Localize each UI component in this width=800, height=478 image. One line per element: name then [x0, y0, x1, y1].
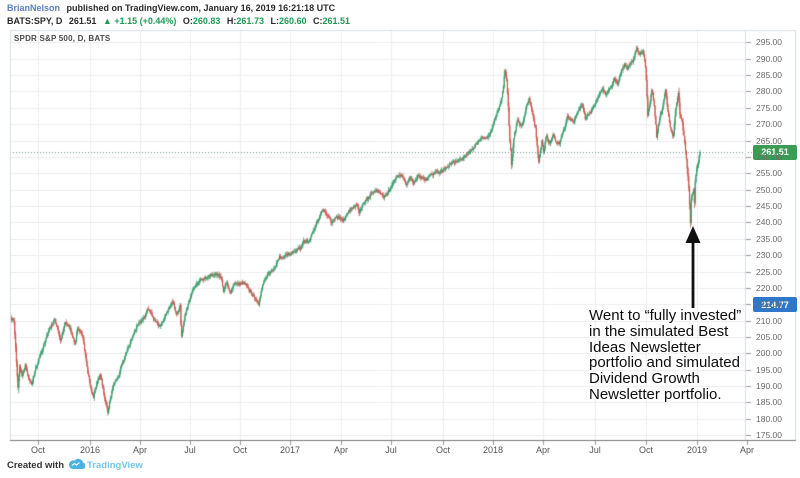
ticker-last-price: 261.51	[68, 15, 97, 26]
price-axis-label: 180.00	[756, 413, 782, 424]
time-axis-label: Apr	[333, 445, 349, 455]
annotation-line: portfolio and simulated	[589, 354, 740, 372]
created-with-text: Created with	[7, 459, 65, 471]
ohlc-open-value: 260.83	[192, 15, 221, 26]
annotation-text: Went to “fully invested” in the simulate…	[589, 308, 771, 403]
price-axis-label: 270.00	[756, 119, 782, 130]
publish-info-line: BrianNelson published on TradingView.com…	[7, 2, 350, 15]
publish-header: BrianNelson published on TradingView.com…	[7, 2, 350, 27]
price-axis-label: 200.00	[756, 348, 782, 359]
tradingview-cloud-icon	[68, 458, 86, 473]
time-axis-label: Jul	[385, 445, 397, 455]
price-axis-label: 265.00	[756, 135, 782, 146]
ohlc-close-value: 261.51	[322, 15, 351, 26]
ticker-line: BATS:SPY, D 261.51 ▲ +1.15 (+0.44%) O:26…	[7, 15, 350, 28]
ohlc-high-label: H:	[226, 15, 237, 26]
time-axis-label: Jul	[589, 445, 601, 455]
time-axis-label: 2016	[79, 445, 101, 455]
price-axis-label: 245.00	[756, 201, 782, 212]
annotation-line: Newsletter portfolio.	[589, 385, 722, 403]
ticker-symbol: BATS:SPY, D	[7, 15, 63, 26]
ohlc-low-value: 260.60	[278, 15, 307, 26]
annotation-arrow-icon	[685, 226, 701, 308]
price-axis-label: 255.00	[756, 168, 782, 179]
time-axis-label: Apr	[132, 445, 148, 455]
annotation-line: Dividend Growth	[589, 370, 700, 388]
ticker-change: ▲ +1.15 (+0.44%)	[102, 15, 177, 26]
ohlc-open-label: O:	[182, 15, 193, 26]
marked-level-tag: 214.77	[753, 297, 797, 313]
attribution-footer: Created with TradingView	[7, 457, 143, 473]
chart-legend: SPDR S&P 500, D, BATS	[14, 34, 111, 43]
price-axis-label: 210.00	[756, 315, 782, 326]
price-axis-label: 175.00	[756, 430, 782, 441]
price-axis-label: 205.00	[756, 331, 782, 342]
annotation-line: in the simulated Best	[589, 322, 729, 340]
time-axis-label: Apr	[535, 445, 551, 455]
price-axis-label: 285.00	[756, 70, 782, 81]
time-axis-label: Oct	[638, 445, 654, 455]
ohlc-close-label: C:	[313, 15, 323, 26]
time-axis-label: Jul	[184, 445, 196, 455]
time-axis-label: 2017	[279, 445, 301, 455]
price-axis-label: 295.00	[756, 37, 782, 48]
tradingview-brand-link[interactable]: TradingView	[87, 459, 143, 471]
price-axis-label: 235.00	[756, 233, 782, 244]
author-link[interactable]: BrianNelson	[7, 3, 61, 13]
ohlc-low-label: L:	[270, 15, 279, 26]
price-axis-label: 195.00	[756, 364, 782, 375]
annotation-line: Went to “fully invested”	[589, 307, 742, 324]
published-text: published on TradingView.com, January 16…	[66, 3, 336, 13]
annotation-line: Ideas Newsletter	[589, 338, 701, 356]
ohlc-high-value: 261.73	[236, 15, 264, 26]
price-axis-label: 275.00	[756, 102, 782, 113]
time-axis-label: 2019	[686, 445, 708, 455]
price-axis-label: 290.00	[756, 53, 782, 64]
price-axis-label: 215.00	[756, 299, 782, 310]
price-axis-label: 240.00	[756, 217, 782, 228]
price-axis-label: 225.00	[756, 266, 782, 277]
price-axis-label: 190.00	[756, 381, 782, 392]
time-axis-label: Oct	[30, 445, 46, 455]
last-price-tag: 261.51	[753, 144, 797, 160]
price-axis-label: 260.00	[756, 151, 782, 162]
time-axis-label: 2018	[482, 445, 504, 455]
price-axis-label: 250.00	[756, 184, 782, 195]
price-axis-label: 185.00	[756, 397, 782, 408]
time-axis-label: Oct	[232, 445, 248, 455]
price-axis-label: 230.00	[756, 250, 782, 261]
price-axis-label: 280.00	[756, 86, 782, 97]
price-axis[interactable]: 261.51 214.77 295.00 290.00 285.00 280.00 27…	[745, 30, 800, 441]
price-axis-label: 220.00	[756, 282, 782, 293]
time-axis-label: Oct	[435, 445, 451, 455]
time-axis[interactable]: Oct 2016 Apr Jul Oct 2017 Apr Jul Oct 2018 Apr Jul O…	[10, 441, 796, 458]
time-axis-label: Apr	[739, 445, 755, 455]
